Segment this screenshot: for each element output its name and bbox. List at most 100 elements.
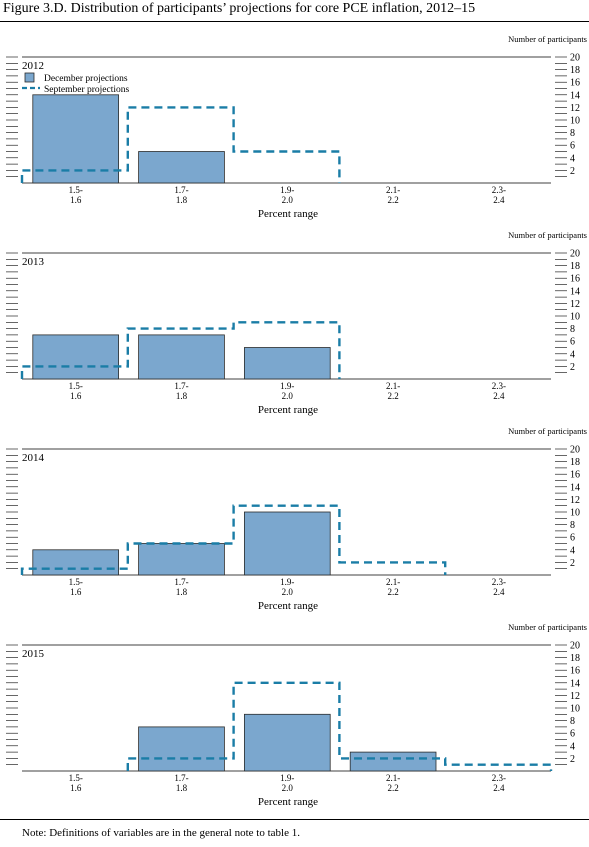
- y-tick-label: 18: [570, 65, 580, 76]
- y-tick-label: 2: [570, 754, 575, 765]
- y-tick-label: 18: [570, 653, 580, 664]
- x-tick-label: 1.8: [176, 587, 188, 597]
- y-tick-label: 10: [570, 312, 580, 323]
- y-tick-label: 4: [570, 349, 575, 360]
- x-tick-label: 1.9-: [280, 381, 294, 391]
- bar-december-0: [32, 334, 120, 380]
- x-tick-label: 2.2: [387, 391, 398, 401]
- y-tick-label: 10: [570, 508, 580, 519]
- bar-december-1: [138, 543, 225, 576]
- x-tick-label: 1.9-: [280, 185, 294, 195]
- x-tick-label: 1.9-: [280, 577, 294, 587]
- y-tick-label: 12: [570, 103, 580, 114]
- legend-swatch-december: [24, 72, 35, 83]
- charts-canvas: Number of participants246810121416182020…: [6, 34, 587, 808]
- x-tick-label: 2.3-: [492, 381, 506, 391]
- y-tick-label: 16: [570, 666, 580, 677]
- y-tick-label: 16: [570, 470, 580, 481]
- x-tick-label: 2.1-: [386, 185, 400, 195]
- figure-note: Note: Definitions of variables are in th…: [22, 827, 300, 839]
- x-tick-label: 2.0: [282, 587, 294, 597]
- bar-december-2: [243, 713, 331, 772]
- legend-label-december: December projections: [44, 74, 128, 84]
- panel-title: 2014: [22, 452, 45, 464]
- y-tick-label: 8: [570, 324, 575, 335]
- bar-december-3: [349, 751, 437, 772]
- x-tick-label: 1.7-: [174, 577, 188, 587]
- x-axis-label: Percent range: [258, 796, 318, 808]
- x-axis-label: Percent range: [258, 600, 318, 612]
- x-tick-label: 1.8: [176, 195, 188, 205]
- y-tick-label: 20: [570, 249, 580, 260]
- y-tick-label: 14: [570, 90, 580, 101]
- bar-december-2: [243, 511, 331, 576]
- x-tick-label: 2.1-: [386, 381, 400, 391]
- bar-december-1: [138, 334, 225, 380]
- bar-december-0: [32, 94, 120, 184]
- y-tick-label: 10: [570, 704, 580, 715]
- y-tick-label: 4: [570, 153, 575, 164]
- x-tick-label: 2.3-: [492, 185, 506, 195]
- y-tick-label: 20: [570, 53, 580, 64]
- x-tick-label: 2.4: [493, 783, 505, 793]
- y-axis-label: Number of participants: [508, 34, 587, 44]
- x-axis-label: Percent range: [258, 208, 318, 220]
- y-tick-label: 8: [570, 128, 575, 139]
- x-tick-label: 1.7-: [174, 185, 188, 195]
- x-tick-label: 1.5-: [69, 577, 83, 587]
- legend-label-september: September projections: [44, 85, 130, 95]
- y-tick-label: 20: [570, 641, 580, 652]
- september-step-line: [126, 681, 553, 771]
- x-tick-label: 1.6: [70, 195, 82, 205]
- x-tick-label: 1.5-: [69, 185, 83, 195]
- x-tick-label: 1.5-: [69, 773, 83, 783]
- x-axis-label: Percent range: [258, 404, 318, 416]
- bar-december-1: [138, 151, 225, 184]
- x-tick-label: 2.4: [493, 195, 505, 205]
- y-tick-label: 14: [570, 678, 580, 689]
- y-tick-label: 2: [570, 558, 575, 569]
- y-tick-label: 6: [570, 337, 575, 348]
- y-axis-label: Number of participants: [508, 622, 587, 632]
- y-axis-label: Number of participants: [508, 230, 587, 240]
- y-tick-label: 8: [570, 716, 575, 727]
- panel-title: 2012: [22, 60, 44, 72]
- x-tick-label: 2.4: [493, 587, 505, 597]
- y-tick-label: 2: [570, 362, 575, 373]
- x-tick-label: 1.7-: [174, 381, 188, 391]
- y-tick-label: 20: [570, 445, 580, 456]
- bar-december-2: [243, 347, 331, 380]
- panel-title: 2013: [22, 256, 45, 268]
- y-tick-label: 12: [570, 495, 580, 506]
- y-tick-label: 12: [570, 691, 580, 702]
- y-tick-label: 18: [570, 261, 580, 272]
- y-tick-label: 6: [570, 141, 575, 152]
- y-tick-label: 12: [570, 299, 580, 310]
- y-tick-label: 6: [570, 729, 575, 740]
- y-tick-label: 6: [570, 533, 575, 544]
- september-step-line: [20, 321, 341, 379]
- y-tick-label: 8: [570, 520, 575, 531]
- x-tick-label: 2.0: [282, 391, 294, 401]
- panel-title: 2015: [22, 648, 45, 660]
- y-axis-label: Number of participants: [508, 426, 587, 436]
- september-step-line: [20, 106, 341, 183]
- x-tick-label: 1.8: [176, 391, 188, 401]
- y-tick-label: 10: [570, 116, 580, 127]
- x-tick-label: 2.2: [387, 783, 398, 793]
- x-tick-label: 2.3-: [492, 773, 506, 783]
- y-tick-label: 16: [570, 78, 580, 89]
- x-tick-label: 1.6: [70, 391, 82, 401]
- x-tick-label: 1.5-: [69, 381, 83, 391]
- september-step-line: [20, 504, 447, 575]
- x-tick-label: 1.8: [176, 783, 188, 793]
- y-tick-label: 14: [570, 482, 580, 493]
- y-tick-label: 4: [570, 545, 575, 556]
- y-tick-label: 2: [570, 166, 575, 177]
- y-tick-label: 16: [570, 274, 580, 285]
